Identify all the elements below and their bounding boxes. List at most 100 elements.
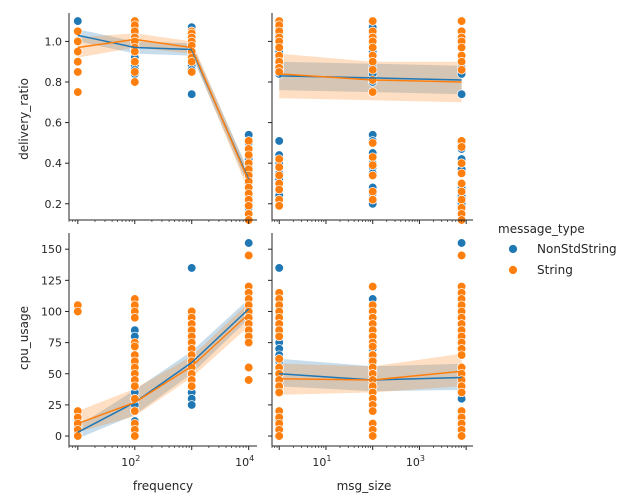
legend: message_type NonStdString String — [498, 222, 617, 277]
point-string — [274, 42, 284, 53]
point-string — [244, 150, 254, 160]
y-tick-label: 1.0 — [45, 35, 63, 48]
point-string — [456, 65, 467, 75]
point-string — [456, 250, 467, 261]
point-string — [456, 142, 467, 152]
point-string — [244, 375, 254, 385]
legend-marker-string — [508, 265, 518, 275]
point-string — [187, 381, 197, 391]
panel-r1-c0: 0 25 50 75 100 125 150 102 104 — [41, 233, 257, 469]
point-string — [368, 87, 378, 97]
axes-labels: frequency msg_size delivery_ratio cpu_us… — [17, 78, 391, 493]
point-string — [274, 387, 284, 398]
point-string — [130, 341, 140, 352]
point-string — [73, 306, 83, 317]
point-string — [368, 186, 378, 197]
point-string — [368, 65, 378, 75]
point-string — [456, 168, 467, 178]
point-string — [244, 136, 254, 146]
point-nonstdstring — [244, 238, 254, 248]
y-tick-label: 50 — [48, 368, 62, 381]
mean-line-string — [279, 370, 462, 381]
point-string — [368, 138, 378, 148]
point-string — [130, 46, 140, 57]
y-axis-label-cpu-usage: cpu_usage — [17, 306, 31, 370]
point-string — [368, 431, 378, 441]
point-string — [456, 158, 467, 168]
ci-band-string — [77, 302, 249, 433]
point-nonstdstring — [187, 263, 197, 273]
point-string — [130, 57, 140, 67]
legend-title: message_type — [498, 222, 585, 236]
y-tick-label: 100 — [41, 305, 62, 318]
point-string — [456, 195, 467, 205]
point-string — [368, 160, 378, 170]
point-string — [73, 67, 83, 77]
point-string — [73, 46, 83, 57]
point-nonstdstring — [187, 400, 197, 410]
point-string — [73, 26, 83, 36]
mean-line-nonstdstring — [77, 34, 250, 180]
point-string — [456, 350, 467, 360]
legend-marker-nonstdstring — [508, 244, 518, 254]
y-tick-label: 0.8 — [45, 76, 63, 89]
point-nonstdstring — [274, 136, 284, 146]
point-string — [73, 36, 83, 47]
x-tick-label: 102 — [121, 454, 140, 469]
point-string — [368, 195, 378, 205]
point-string — [274, 354, 284, 364]
point-string — [456, 186, 467, 197]
point-string — [244, 201, 254, 211]
point-string — [244, 250, 254, 261]
y-tick-label: 0 — [55, 430, 62, 443]
point-string — [368, 16, 378, 26]
x-axis-label-msg-size: msg_size — [337, 479, 392, 493]
point-string — [274, 162, 284, 172]
point-nonstdstring — [274, 263, 284, 273]
ci-band-string — [77, 33, 249, 192]
point-string — [456, 42, 467, 53]
point-string — [187, 67, 197, 77]
y-tick-label: 0.4 — [45, 157, 63, 170]
point-nonstdstring — [187, 89, 197, 99]
point-string — [368, 281, 378, 292]
panels-layer: 0.2 0.4 0.6 0.8 1.0 0 25 50 75 100 125 150 102 104 101… — [41, 13, 473, 469]
point-string — [130, 381, 140, 391]
legend-label-string: String — [537, 263, 573, 277]
mean-line-string — [77, 313, 250, 425]
point-string — [456, 387, 467, 398]
point-string — [274, 67, 284, 77]
point-string — [456, 178, 467, 189]
point-string — [274, 170, 284, 181]
point-string — [244, 362, 254, 373]
point-string — [368, 42, 378, 53]
panel-r1-c1: 101 103 — [268, 233, 473, 469]
ci-band-nonstdstring — [77, 299, 249, 439]
point-string — [274, 431, 284, 441]
point-string — [130, 406, 140, 416]
x-tick-label: 101 — [312, 454, 331, 469]
point-nonstdstring — [73, 16, 83, 26]
point-string — [368, 170, 378, 181]
point-string — [130, 67, 140, 77]
point-string — [73, 57, 83, 67]
point-string — [274, 331, 284, 342]
y-tick-label: 75 — [48, 337, 62, 350]
mean-line-nonstdstring — [77, 308, 250, 433]
y-tick-label: 125 — [41, 274, 62, 287]
point-string — [456, 431, 467, 441]
point-string — [130, 431, 140, 441]
point-nonstdstring — [456, 89, 467, 99]
point-string — [244, 337, 254, 348]
x-tick-label: 104 — [235, 454, 254, 469]
y-tick-label: 0.6 — [45, 117, 63, 130]
legend-label-nonstdstring: NonStdString — [537, 242, 617, 256]
point-string — [456, 57, 467, 67]
point-string — [274, 154, 284, 164]
point-string — [73, 87, 83, 97]
x-tick-label: 103 — [406, 454, 425, 469]
mean-line-string — [279, 73, 462, 83]
panel-r0-c1 — [268, 13, 473, 225]
panel-r0-c0: 0.2 0.4 0.6 0.8 1.0 — [45, 13, 257, 225]
point-string — [368, 406, 378, 416]
